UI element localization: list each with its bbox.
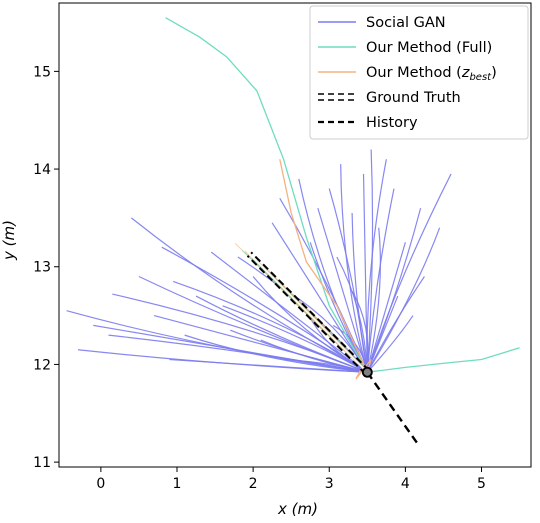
ground-truth-line <box>246 255 367 375</box>
social-gan-path <box>366 242 406 373</box>
x-tick-label: 5 <box>477 476 486 492</box>
y-tick-label: 15 <box>33 64 51 80</box>
y-tick-label: 11 <box>33 455 51 471</box>
ground-truth-line <box>250 251 370 372</box>
legend-label: Social GAN <box>366 15 446 31</box>
social-gan-path <box>108 334 368 373</box>
legend-label: Our Method (Full) <box>366 40 492 56</box>
legend-label: History <box>366 115 418 131</box>
x-tick-label: 1 <box>173 476 182 492</box>
y-tick-label: 13 <box>33 260 51 276</box>
social-gan-path <box>366 276 425 373</box>
legend-label: Our Method (zbest) <box>366 65 497 83</box>
y-tick-label: 12 <box>33 357 51 373</box>
plot-frame <box>58 2 532 468</box>
x-tick-label: 4 <box>401 476 410 492</box>
social-gan-path <box>169 358 368 373</box>
social-gan-path <box>195 295 368 373</box>
social-gan-path <box>351 213 368 373</box>
x-axis-label: x (m) <box>277 500 318 518</box>
x-tick-label: 2 <box>249 476 258 492</box>
history-line <box>366 371 418 444</box>
ground-truth-series <box>246 251 370 375</box>
social-gan-path <box>340 164 368 373</box>
social-gan-path <box>130 217 368 373</box>
x-tick-label: 3 <box>325 476 334 492</box>
social-gan-path <box>366 159 387 373</box>
social-gan-path <box>366 227 441 373</box>
y-axis-label: y (m) <box>0 220 18 261</box>
social-gan-path <box>298 178 368 373</box>
ground-truth-core <box>248 253 368 373</box>
full-method-path <box>367 347 520 373</box>
social-gan-path <box>366 173 452 373</box>
legend: Social GAN Our Method (Full) Our Method (z… <box>309 5 529 140</box>
current-position-marker <box>361 366 373 378</box>
legend-label: Ground Truth <box>366 90 461 106</box>
zbest-path <box>279 159 368 373</box>
social-gan-path <box>366 315 414 373</box>
social-gan-path <box>366 295 399 373</box>
legend-box <box>309 5 529 140</box>
social-gan-path <box>366 227 381 373</box>
social-gan-series <box>66 149 452 373</box>
social-gan-path <box>184 334 368 373</box>
y-tick-label: 14 <box>33 162 51 178</box>
history-series <box>361 366 418 444</box>
social-gan-path <box>222 305 368 373</box>
x-tick-label: 0 <box>96 476 105 492</box>
social-gan-path <box>366 188 395 373</box>
